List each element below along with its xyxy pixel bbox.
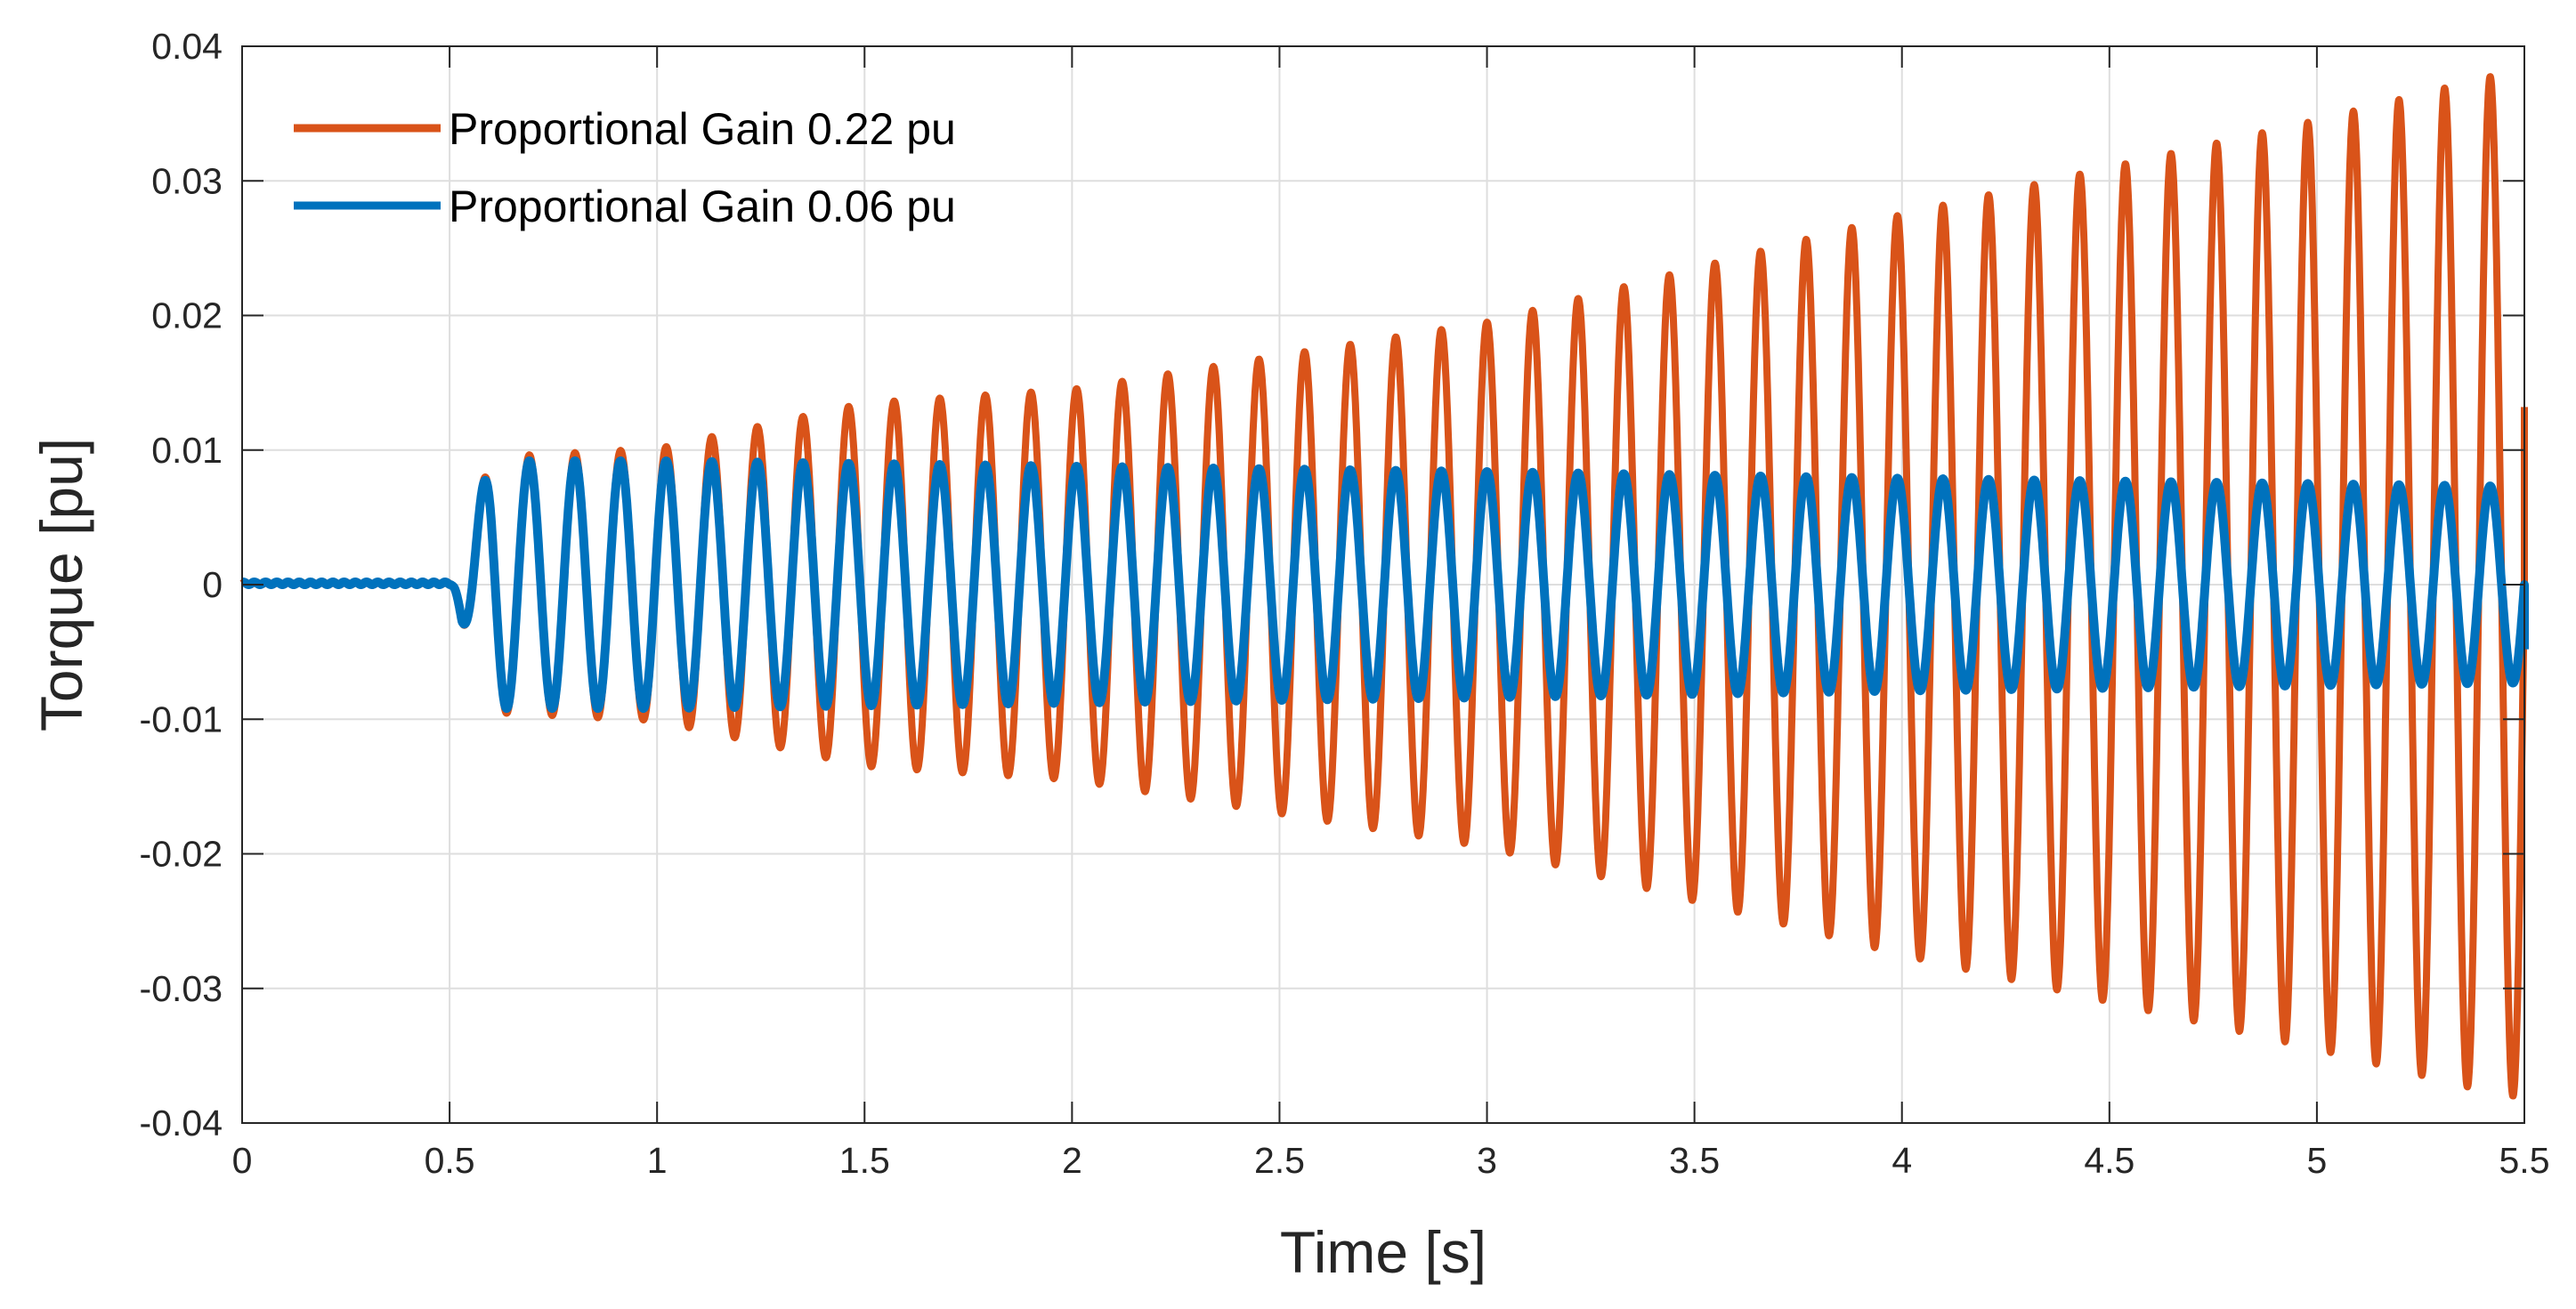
x-tick-labels: 0 0.5 1 1.5 2 2.5 3 3.5 4 4.5 5 5.5 (232, 1140, 2550, 1181)
y-tick-label: 0.04 (151, 26, 223, 67)
x-tick-label: 2.5 (1254, 1140, 1305, 1181)
y-tick-label: -0.03 (140, 968, 223, 1009)
series-lines (238, 73, 2529, 1100)
x-tick-label: 3.5 (1669, 1140, 1720, 1181)
x-tick-label: 2 (1062, 1140, 1082, 1181)
y-axis-label: Torque [pu] (28, 438, 94, 731)
x-tick-label: 0 (232, 1140, 253, 1181)
x-tick-label: 5 (2307, 1140, 2328, 1181)
x-tick-label: 1 (647, 1140, 668, 1181)
x-tick-label: 5.5 (2499, 1140, 2550, 1181)
y-tick-label: 0 (202, 564, 223, 605)
y-tick-label: 0.02 (151, 295, 223, 336)
legend-label-series-2: Proportional Gain 0.06 pu (449, 182, 956, 231)
y-tick-label: 0.03 (151, 160, 223, 201)
series-line-2 (238, 456, 2529, 714)
y-tick-label: -0.04 (140, 1103, 223, 1143)
y-tick-label: -0.01 (140, 699, 223, 739)
x-tick-label: 0.5 (425, 1140, 475, 1181)
x-tick-label: 1.5 (839, 1140, 890, 1181)
y-tick-labels: -0.04 -0.03 -0.02 -0.01 0 0.01 0.02 0.03 0.04 (140, 26, 223, 1143)
x-tick-label: 4 (1891, 1140, 1912, 1181)
x-axis-label: Time [s] (1280, 1219, 1486, 1285)
y-tick-label: 0.01 (151, 430, 223, 471)
axis-ticks (241, 45, 2525, 1124)
y-tick-label: -0.02 (140, 834, 223, 875)
legend: Proportional Gain 0.22 pu Proportional G… (294, 104, 956, 231)
x-tick-label: 4.5 (2084, 1140, 2135, 1181)
x-tick-label: 3 (1477, 1140, 1497, 1181)
legend-label-series-1: Proportional Gain 0.22 pu (449, 104, 956, 154)
